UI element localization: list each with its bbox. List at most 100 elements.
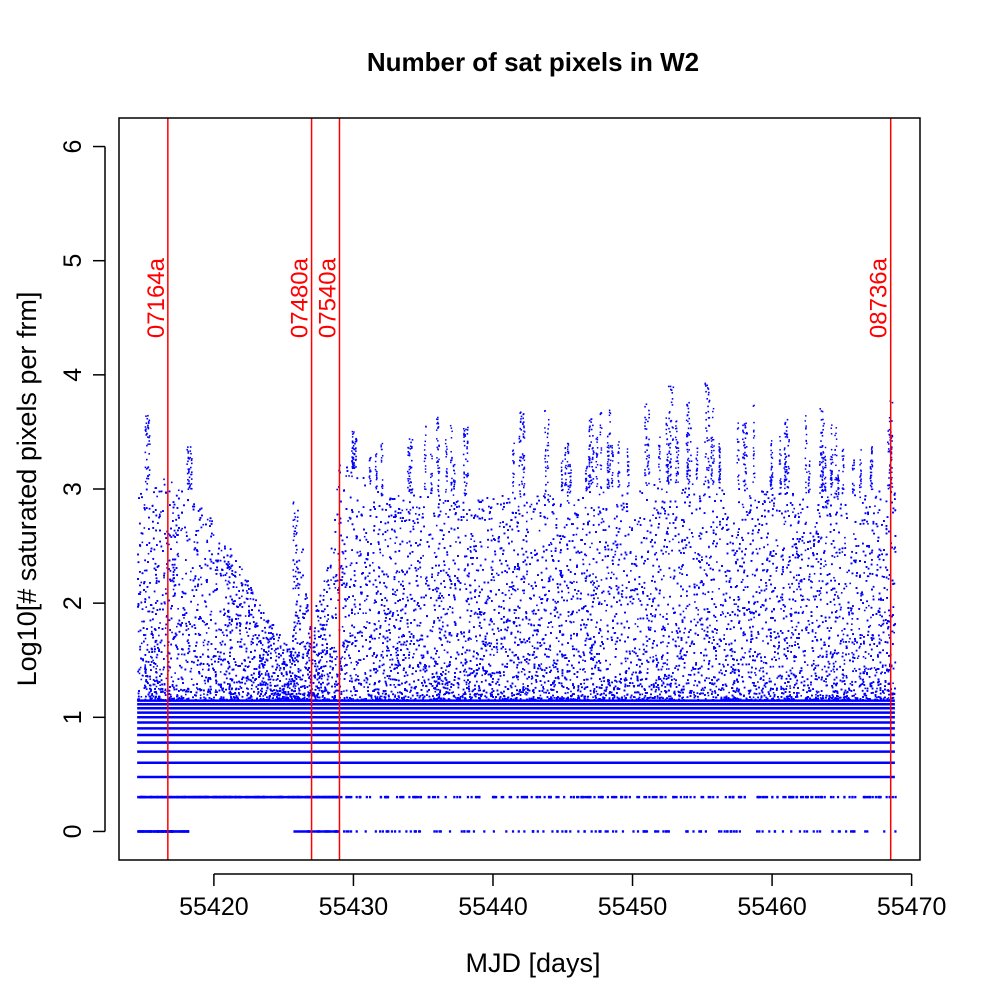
data-point	[365, 612, 367, 614]
data-point	[870, 616, 872, 619]
data-point	[457, 500, 459, 502]
data-point	[631, 698, 634, 701]
level-point	[717, 830, 721, 833]
level-point	[620, 795, 623, 799]
data-point	[381, 692, 384, 695]
data-point	[408, 657, 410, 659]
data-point	[288, 655, 291, 657]
data-point	[248, 665, 250, 668]
level-point	[863, 795, 866, 799]
data-point	[614, 643, 617, 645]
data-point	[526, 511, 528, 514]
data-point	[886, 588, 889, 591]
data-point	[493, 654, 495, 656]
data-point	[347, 520, 349, 522]
data-point	[669, 685, 672, 688]
data-point	[584, 671, 586, 673]
level-point	[345, 830, 348, 833]
data-point	[530, 503, 533, 506]
level-point	[644, 795, 648, 799]
level-point	[698, 830, 701, 833]
level-point	[511, 830, 515, 833]
data-point	[635, 555, 637, 558]
level-point	[732, 830, 736, 833]
data-point	[584, 506, 587, 509]
data-point	[795, 625, 798, 628]
data-point	[762, 640, 764, 642]
data-point	[841, 629, 843, 632]
level-point	[343, 830, 346, 833]
data-point	[352, 698, 354, 700]
data-point	[394, 694, 396, 697]
data-point	[297, 594, 300, 596]
data-point	[470, 538, 472, 540]
level-point	[523, 830, 526, 833]
data-point	[443, 649, 446, 652]
data-point	[752, 551, 754, 554]
data-point	[203, 696, 205, 699]
data-point	[658, 678, 660, 681]
level-point	[816, 830, 819, 833]
data-point	[219, 642, 222, 644]
data-point	[164, 689, 166, 692]
data-point	[880, 639, 883, 642]
data-point	[181, 577, 184, 580]
data-point	[379, 551, 382, 554]
data-point	[811, 629, 814, 631]
data-point	[308, 657, 310, 659]
level-point	[832, 795, 835, 799]
level-point	[771, 795, 774, 799]
data-point	[468, 629, 471, 632]
data-point	[572, 621, 575, 623]
level-point	[731, 795, 735, 799]
data-point	[735, 536, 738, 539]
data-point	[694, 551, 697, 554]
data-point	[215, 689, 217, 692]
data-point	[649, 656, 652, 659]
level-point	[587, 795, 590, 799]
data-point	[877, 511, 879, 514]
data-point	[393, 684, 395, 686]
data-point	[267, 650, 270, 653]
data-point	[735, 603, 737, 605]
data-point	[666, 659, 669, 661]
data-point	[842, 677, 844, 679]
data-point	[273, 649, 276, 652]
data-point	[870, 667, 873, 670]
data-point	[705, 573, 707, 575]
level-point	[776, 795, 779, 799]
data-point	[566, 500, 569, 502]
data-point	[876, 687, 878, 690]
data-point	[545, 593, 547, 596]
level-point	[340, 795, 343, 799]
data-point	[241, 568, 243, 571]
data-point	[366, 679, 369, 681]
data-point	[357, 612, 359, 615]
data-point	[432, 626, 434, 628]
data-point	[881, 671, 883, 673]
data-point	[405, 644, 407, 646]
data-point	[708, 546, 710, 549]
level-point	[557, 795, 560, 799]
data-point	[601, 518, 604, 520]
level-point	[431, 795, 435, 799]
data-point	[265, 690, 268, 692]
data-point	[639, 699, 641, 701]
data-point	[416, 506, 418, 509]
data-point	[245, 680, 248, 682]
data-point	[600, 521, 603, 524]
data-point	[824, 560, 827, 562]
data-point	[789, 685, 791, 687]
data-point	[386, 529, 389, 532]
data-point	[358, 659, 360, 661]
level-point	[383, 795, 387, 799]
data-point	[865, 667, 867, 670]
data-point	[174, 635, 177, 638]
level-point	[621, 830, 625, 833]
data-point	[414, 512, 417, 515]
data-point	[671, 631, 673, 633]
data-point	[587, 678, 589, 681]
data-point	[410, 564, 413, 567]
data-point	[576, 592, 578, 595]
level-point	[444, 795, 447, 799]
